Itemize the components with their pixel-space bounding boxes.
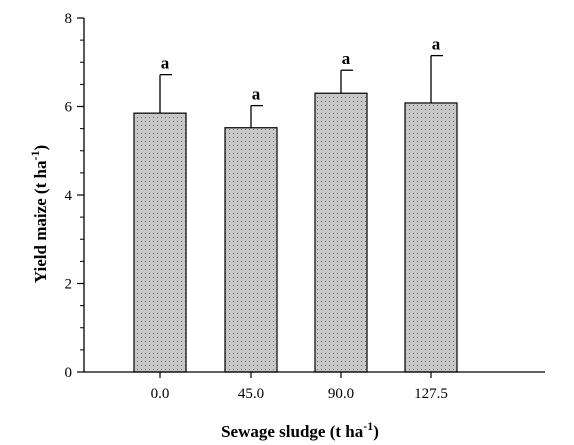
- bar-45-0: [224, 127, 278, 373]
- significance-letter: a: [252, 85, 261, 104]
- y-tick-label: 6: [65, 100, 73, 116]
- bar-0-0: [133, 112, 187, 373]
- y-tick-label: 8: [65, 11, 73, 27]
- significance-letter: a: [161, 54, 170, 73]
- x-ticks-group: 0.0 45.0 90.0 127.5: [151, 372, 448, 402]
- y-tick-label: 0: [65, 365, 73, 381]
- bars-group: [133, 92, 458, 373]
- significance-labels-group: a a a a: [161, 35, 441, 104]
- y-ticks-group: 0 2 4 6 8: [65, 11, 84, 381]
- y-tick-label: 2: [65, 277, 73, 293]
- x-tick-label: 90.0: [328, 386, 354, 402]
- x-tick-label: 45.0: [238, 386, 264, 402]
- x-tick-label: 0.0: [151, 386, 170, 402]
- y-axis-title: Yield maize (t ha-1): [28, 145, 50, 283]
- significance-letter: a: [342, 49, 351, 68]
- y-tick-label: 4: [65, 188, 73, 204]
- bar-127-5: [404, 102, 458, 373]
- x-tick-label: 127.5: [414, 386, 448, 402]
- error-bars-group: [159, 54, 443, 128]
- bar-90-0: [314, 92, 368, 373]
- significance-letter: a: [432, 35, 441, 54]
- x-axis-title: Sewage sludge (t ha-1): [221, 419, 379, 441]
